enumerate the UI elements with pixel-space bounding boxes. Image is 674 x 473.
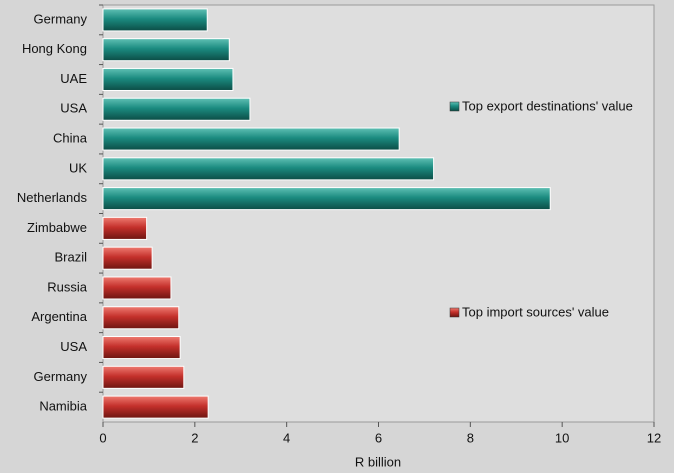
y-tick-label: Germany <box>34 369 88 384</box>
bar <box>102 336 181 360</box>
y-tick-label: Brazil <box>54 250 87 265</box>
y-tick-label: Germany <box>34 11 88 26</box>
y-tick-label: Hong Kong <box>22 41 87 56</box>
x-tick-label: 0 <box>99 430 106 445</box>
legend-label: Top export destinations' value <box>462 98 633 113</box>
bar <box>102 157 435 181</box>
bar <box>102 395 209 419</box>
x-tick-label: 6 <box>375 430 382 445</box>
y-tick-label: Russia <box>47 279 88 294</box>
legend-swatch <box>449 101 460 112</box>
bar <box>102 97 251 121</box>
x-tick-label: 8 <box>467 430 474 445</box>
bar <box>102 216 148 240</box>
plot-area <box>102 4 655 423</box>
bar <box>102 365 185 389</box>
bar <box>102 246 153 270</box>
y-tick-label: USA <box>60 101 87 116</box>
x-axis-title: R billion <box>355 454 401 469</box>
y-tick-label: China <box>53 130 88 145</box>
bar <box>102 187 551 211</box>
y-tick-label: Namibia <box>39 399 87 414</box>
y-tick-label: UAE <box>60 71 87 86</box>
legend-label: Top import sources' value <box>462 304 609 319</box>
y-tick-label: Argentina <box>31 309 87 324</box>
bar <box>102 8 208 32</box>
x-tick-label: 12 <box>647 430 661 445</box>
x-tick-label: 10 <box>555 430 569 445</box>
y-tick-label: Netherlands <box>17 190 88 205</box>
y-tick-label: UK <box>69 160 87 175</box>
legend-swatch <box>449 307 460 318</box>
x-tick-label: 2 <box>191 430 198 445</box>
bar <box>102 276 172 300</box>
y-tick-label: Zimbabwe <box>27 220 87 235</box>
bar <box>102 127 400 151</box>
bar <box>102 38 230 62</box>
bar <box>102 67 234 91</box>
x-tick-label: 4 <box>283 430 290 445</box>
bar <box>102 306 180 330</box>
y-tick-label: USA <box>60 339 87 354</box>
